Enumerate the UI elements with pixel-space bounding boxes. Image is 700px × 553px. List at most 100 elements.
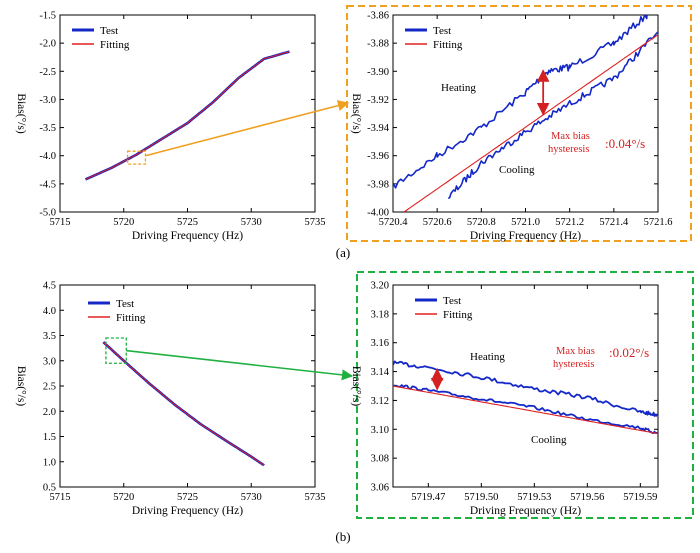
chart-a-main: 5715 5720 5725 5730 5735 -5.0 -4.5 -4.0 -3.5 -3.0… [15, 11, 350, 242]
legend-test-label: Test [100, 25, 118, 37]
x-tick-label: 5721.0 [511, 217, 540, 228]
panel-label-a: (a) [336, 245, 350, 260]
y-tick-label: -4.5 [39, 179, 56, 190]
x-tick-label: 5719.59 [623, 492, 657, 503]
plot-frame [59, 14, 316, 213]
heating-label: Heating [470, 351, 505, 363]
legend-fit-label: Fitting [116, 312, 146, 324]
plot-frame [59, 284, 316, 488]
series-test-line [102, 341, 266, 467]
series-test-line [84, 50, 290, 181]
chart-b-main: 5715 5720 5725 5730 5735 0.5 1.0 1.5 2.0 2.5 3.0 3.… [15, 281, 354, 517]
chart-b-zoom: 5719.47 5719.50 5719.53 5719.56 5719.59 3.06 3… [350, 271, 694, 519]
y-tick-label: -2.0 [39, 39, 56, 50]
hysteresis-label: hysteresis [548, 144, 589, 155]
series-test-cooling-line [393, 384, 658, 435]
plot-frame [392, 284, 659, 488]
zoom-region-marker [126, 150, 147, 165]
hysteresis-value: :0.04°/s [605, 136, 645, 151]
y-tick-label: 3.0 [43, 356, 56, 367]
y-tick-label: 1.5 [43, 432, 56, 443]
y-tick-label: 3.06 [371, 483, 389, 494]
series-fitting-line [85, 51, 290, 180]
x-tick-label: 5715 [50, 492, 71, 503]
max-bias-label: Max bias [556, 346, 595, 357]
max-bias-label: Max bias [551, 131, 590, 142]
series-fitting-line [403, 34, 658, 212]
chart-a-zoom: 5720.4 5720.6 5720.8 5721.0 5721.2 5721.4 5721… [346, 5, 692, 242]
legend-fit-label: Fitting [433, 39, 463, 51]
x-tick-label: 5725 [177, 217, 198, 228]
y-tick-label: -3.86 [367, 11, 389, 22]
x-tick-label: 5735 [305, 492, 326, 503]
x-axis-label: Driving Frequency (Hz) [132, 230, 243, 242]
y-tick-label: -3.92 [367, 95, 389, 106]
zoom-frame [346, 5, 692, 242]
legend-fit-label: Fitting [100, 39, 130, 51]
hysteresis-label: hysteresis [553, 359, 594, 370]
x-tick-label: 5719.56 [570, 492, 604, 503]
y-tick-label: 4.5 [43, 281, 56, 292]
y-tick-label: 3.16 [371, 338, 389, 349]
series-test-heating-line [393, 360, 658, 417]
y-tick-label: 3.5 [43, 331, 56, 342]
series-fitting-line [102, 341, 265, 466]
zoom-arrow [126, 349, 354, 381]
x-tick-label: 5720 [113, 492, 134, 503]
y-tick-label: -4.0 [39, 151, 56, 162]
legend-test-label: Test [433, 25, 451, 37]
panel-label-b: (b) [335, 529, 350, 544]
series-fitting-line [393, 385, 658, 435]
y-tick-label: 4.0 [43, 306, 56, 317]
x-tick-label: 5720.4 [379, 217, 409, 228]
heating-label: Heating [441, 82, 476, 94]
x-tick-label: 5720.6 [423, 217, 452, 228]
x-tick-label: 5719.50 [464, 492, 498, 503]
y-tick-label: 3.20 [371, 281, 389, 292]
y-tick-label: -3.88 [367, 39, 389, 50]
y-tick-label: -3.0 [39, 95, 56, 106]
y-tick-label: -5.0 [39, 208, 56, 219]
y-axis-label: Bias(°/s) [15, 366, 27, 407]
x-tick-label: 5715 [50, 217, 71, 228]
series-test-cooling-line [447, 31, 658, 200]
y-tick-label: 0.5 [43, 483, 56, 494]
x-tick-label: 5719.53 [517, 492, 551, 503]
x-tick-label: 5721.4 [599, 217, 629, 228]
x-axis-label: Driving Frequency (Hz) [470, 505, 581, 517]
y-tick-label: -3.5 [39, 123, 56, 134]
y-tick-label: -2.5 [39, 67, 56, 78]
y-tick-label: 3.12 [371, 396, 389, 407]
y-tick-label: 2.0 [43, 407, 56, 418]
zoom-region-marker [105, 337, 127, 364]
y-tick-label: -3.98 [367, 179, 389, 190]
cooling-label: Cooling [499, 164, 535, 176]
zoom-arrow [145, 100, 350, 157]
x-axis-label: Driving Frequency (Hz) [470, 230, 581, 242]
legend-test-label: Test [443, 295, 461, 307]
cooling-label: Cooling [531, 434, 567, 446]
zoom-frame [356, 271, 694, 519]
y-axis-label: Bias(°/s) [350, 366, 362, 407]
x-tick-label: 5735 [305, 217, 326, 228]
y-tick-label: 3.08 [371, 454, 389, 465]
x-tick-label: 5719.47 [411, 492, 445, 503]
y-tick-label: -4.00 [367, 208, 389, 219]
x-tick-label: 5720.8 [467, 217, 496, 228]
hysteresis-value: :0.02°/s [609, 345, 649, 360]
y-tick-label: 3.10 [371, 425, 389, 436]
x-tick-label: 5721.2 [555, 217, 584, 228]
x-tick-label: 5725 [177, 492, 198, 503]
x-tick-label: 5720 [113, 217, 134, 228]
x-axis-label: Driving Frequency (Hz) [132, 505, 243, 517]
x-tick-label: 5721.6 [644, 217, 673, 228]
y-tick-label: 3.14 [371, 367, 390, 378]
x-tick-label: 5730 [241, 217, 262, 228]
y-tick-label: 2.5 [43, 382, 56, 393]
y-tick-label: -3.96 [367, 151, 389, 162]
y-tick-label: 1.0 [43, 457, 56, 468]
y-axis-label: Bias(°/s) [15, 93, 27, 134]
y-tick-label: 3.18 [371, 309, 389, 320]
legend-test-label: Test [116, 298, 134, 310]
